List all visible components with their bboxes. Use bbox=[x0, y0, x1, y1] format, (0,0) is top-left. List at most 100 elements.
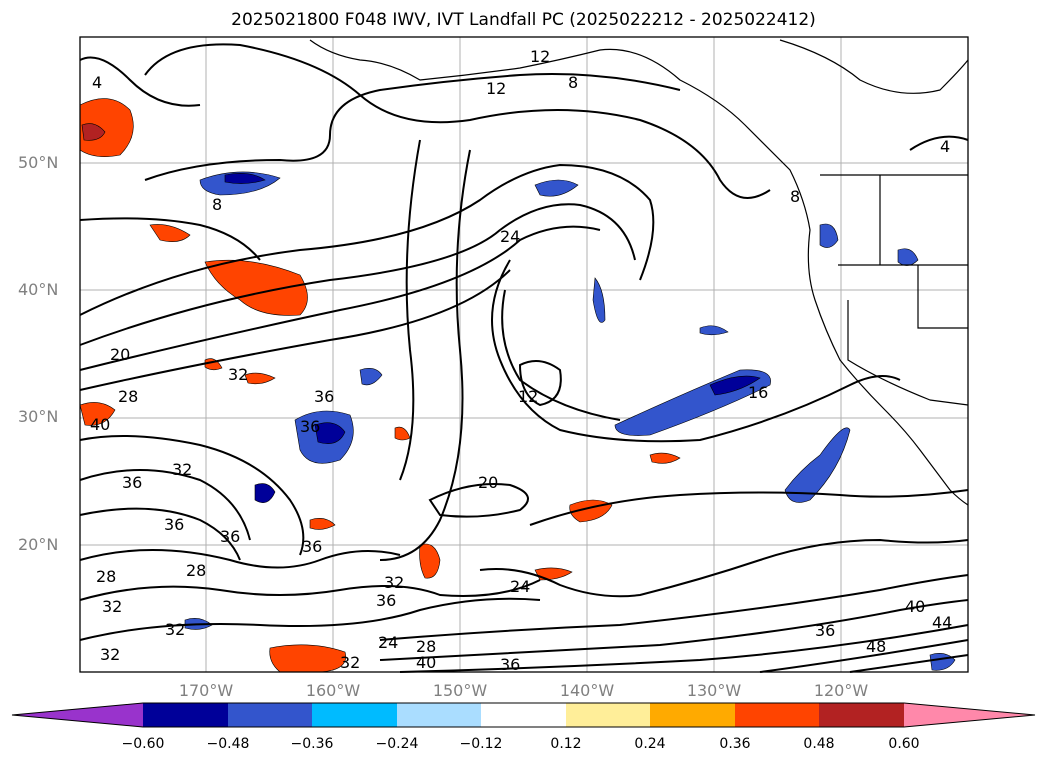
colorbar-extend-max bbox=[904, 703, 1035, 727]
colorbar-cell bbox=[312, 703, 397, 727]
colorbar-extend-min bbox=[12, 703, 143, 727]
map-frame bbox=[79, 36, 969, 673]
lat-label: 40°N bbox=[18, 280, 59, 299]
shade-blob bbox=[149, 224, 191, 242]
shaded-regions bbox=[79, 98, 956, 673]
shade-blob bbox=[81, 123, 106, 141]
contour-line bbox=[399, 624, 969, 673]
contour-label: 8 bbox=[568, 73, 578, 92]
contour-label: 32 bbox=[340, 653, 360, 672]
contour-label: 4 bbox=[940, 137, 950, 156]
shade-blob bbox=[592, 277, 606, 323]
contour-label: 32 bbox=[384, 573, 404, 592]
colorbar-cell bbox=[143, 703, 228, 727]
contour-label: 40 bbox=[905, 597, 925, 616]
shade-blob bbox=[419, 543, 441, 579]
lon-label: 170°W bbox=[178, 681, 234, 700]
contour-label: 12 bbox=[486, 79, 506, 98]
contour-line bbox=[909, 135, 969, 151]
contour-line bbox=[518, 360, 562, 407]
contour-line bbox=[491, 259, 901, 443]
contour-line bbox=[79, 217, 261, 261]
shade-blob bbox=[309, 518, 336, 530]
contour-line bbox=[79, 469, 251, 541]
colorbar-tick-label: 0.24 bbox=[634, 736, 666, 752]
shade-blob bbox=[819, 223, 839, 248]
contour-line bbox=[79, 579, 541, 601]
contour-line bbox=[379, 599, 969, 661]
contour-label: 28 bbox=[118, 387, 138, 406]
contour-line bbox=[79, 269, 511, 391]
shade-blob bbox=[204, 358, 223, 371]
contour-label: 36 bbox=[164, 515, 184, 534]
colorbar-cells bbox=[11, 702, 1036, 728]
contour-label: 40 bbox=[90, 415, 110, 434]
contour-label: 32 bbox=[100, 645, 120, 664]
contour-label: 36 bbox=[500, 655, 520, 674]
contour-line bbox=[79, 597, 541, 641]
contour-label: 28 bbox=[186, 561, 206, 580]
shade-blob bbox=[314, 422, 346, 444]
colorbar-tick-label: 0.12 bbox=[550, 736, 582, 752]
contour-label: 36 bbox=[122, 473, 142, 492]
contour-label: 12 bbox=[530, 47, 550, 66]
contour-line bbox=[759, 639, 969, 673]
shade-blob bbox=[649, 452, 681, 464]
contour-label: 28 bbox=[96, 567, 116, 586]
lon-label: 130°W bbox=[686, 681, 742, 700]
contour-label: 4 bbox=[92, 73, 102, 92]
contour-label: 36 bbox=[220, 527, 240, 546]
contour-label: 32 bbox=[172, 460, 192, 479]
contour-line bbox=[79, 203, 636, 346]
contour-line bbox=[529, 489, 969, 526]
colorbar-tick-label: −0.24 bbox=[375, 736, 419, 752]
contour-label: 8 bbox=[212, 195, 222, 214]
contour-label: 36 bbox=[302, 537, 322, 556]
contour-label: 36 bbox=[815, 621, 835, 640]
colorbar-cell bbox=[650, 703, 735, 727]
contour-label: 12 bbox=[518, 387, 538, 406]
contour-label: 40 bbox=[416, 653, 436, 672]
colorbar-cell bbox=[397, 703, 481, 727]
contour-label: 36 bbox=[314, 387, 334, 406]
colorbar-cell bbox=[481, 703, 566, 727]
contour-line bbox=[144, 73, 681, 181]
contour-label: 36 bbox=[300, 417, 320, 436]
lon-label: 160°W bbox=[305, 681, 361, 700]
shade-blob bbox=[699, 325, 729, 336]
lon-label: 120°W bbox=[813, 681, 869, 700]
shade-blob bbox=[269, 644, 347, 673]
shade-blob bbox=[79, 402, 116, 426]
shade-blob bbox=[709, 375, 761, 396]
contour-line bbox=[501, 289, 621, 421]
colorbar-cell bbox=[819, 703, 904, 727]
contour-label: 32 bbox=[102, 597, 122, 616]
contour-line bbox=[379, 574, 969, 641]
lat-label: 20°N bbox=[18, 535, 59, 554]
contour-line bbox=[428, 483, 529, 518]
contour-line bbox=[79, 549, 401, 569]
contour-line bbox=[79, 507, 241, 561]
contour-label: 48 bbox=[866, 637, 886, 656]
shade-blob bbox=[534, 179, 579, 197]
contour-label: 32 bbox=[165, 620, 185, 639]
contour-label: 24 bbox=[378, 633, 398, 652]
colorbar-tick-label: 0.60 bbox=[888, 736, 920, 752]
map-title: 2025021800 F048 IWV, IVT Landfall PC (20… bbox=[231, 10, 816, 30]
colorbar-cell bbox=[566, 703, 650, 727]
colorbar-tick-label: 0.36 bbox=[719, 736, 751, 752]
contour-line bbox=[379, 149, 471, 561]
contour-label: 20 bbox=[478, 473, 498, 492]
colorbar-tick-label: 0.48 bbox=[803, 736, 835, 752]
contour-line bbox=[479, 538, 969, 598]
colorbar-cell bbox=[735, 703, 819, 727]
contour-label: 44 bbox=[932, 613, 952, 632]
colorbar-outline bbox=[11, 702, 1036, 728]
colorbar-cell bbox=[228, 703, 312, 727]
lat-label: 50°N bbox=[18, 153, 59, 172]
shade-blob bbox=[534, 567, 573, 581]
shade-blob bbox=[79, 98, 134, 157]
shade-blob bbox=[394, 426, 411, 441]
colorbar-tick-label: −0.48 bbox=[206, 736, 250, 752]
map-plot: 12 12 8 8 8 4 4 24 20 28 40 32 36 12 16 … bbox=[79, 36, 969, 674]
